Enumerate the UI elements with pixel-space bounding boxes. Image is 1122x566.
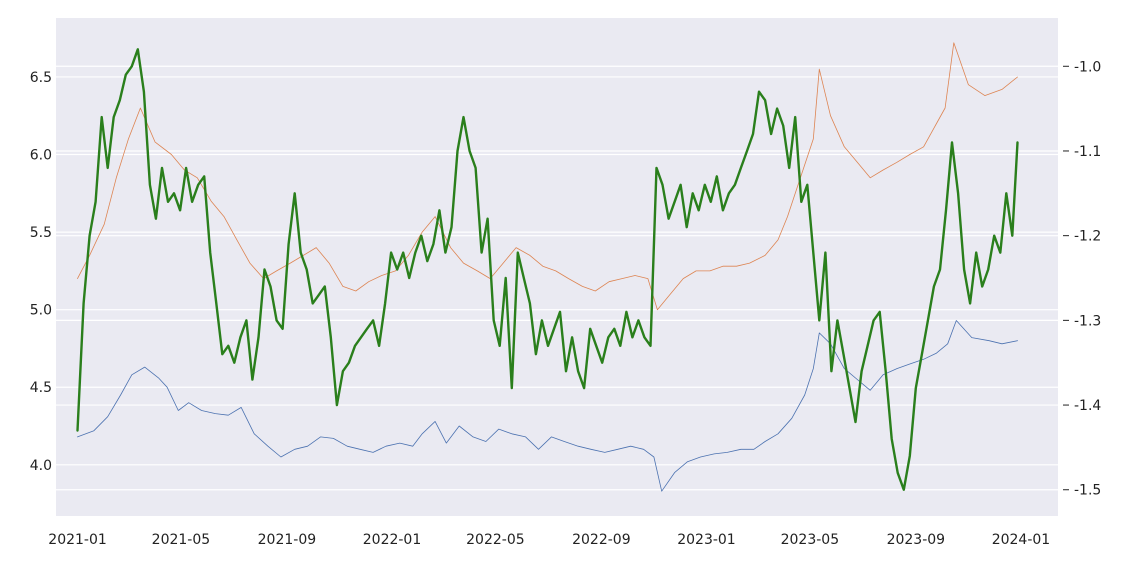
x-tick-label: 2024-01 xyxy=(992,532,1051,548)
right-y-tick-label: -1.2 xyxy=(1074,229,1101,245)
left-y-tick-label: 4.0 xyxy=(30,458,52,474)
right-y-tick-label: -1.4 xyxy=(1074,398,1101,414)
grid-lines xyxy=(56,65,1058,491)
left-y-tick-label: 4.5 xyxy=(30,380,52,396)
x-tick-label: 2021-09 xyxy=(258,532,317,548)
x-tick-label: 2022-05 xyxy=(466,532,525,548)
left-y-tick-label: 5.5 xyxy=(30,225,52,241)
x-axis-ticks: 2021-01 2021-05 2021-09 2022-01 2022-05 2022-… xyxy=(48,532,1050,548)
plot-background xyxy=(56,18,1058,516)
x-tick-label: 2022-09 xyxy=(572,532,631,548)
left-y-tick-label: 6.0 xyxy=(30,148,52,164)
x-tick-label: 2022-01 xyxy=(363,532,422,548)
x-tick-label: 2023-01 xyxy=(677,532,736,548)
left-y-tick-label: 5.0 xyxy=(30,303,52,319)
series-line-2 xyxy=(77,42,1018,311)
right-y-axis-ticks: -1.0 -1.1 -1.2 -1.3 -1.4 -1.5 xyxy=(1063,59,1101,499)
right-y-tick-label: -1.3 xyxy=(1074,313,1101,329)
x-tick-label: 2023-09 xyxy=(887,532,946,548)
left-y-tick-label: 6.5 xyxy=(30,70,52,86)
right-y-tick-label: -1.5 xyxy=(1074,483,1101,499)
series-line-1 xyxy=(77,320,1018,492)
right-y-tick-label: -1.1 xyxy=(1074,144,1101,160)
x-tick-label: 2021-05 xyxy=(152,532,211,548)
x-tick-label: 2021-01 xyxy=(48,532,107,548)
right-y-tick-label: -1.0 xyxy=(1074,59,1101,75)
left-y-axis-ticks: 4.0 4.5 5.0 5.5 6.0 6.5 xyxy=(30,70,52,474)
series-lines xyxy=(76,42,1019,492)
series-line-3 xyxy=(76,48,1019,491)
x-tick-label: 2023-05 xyxy=(781,532,840,548)
